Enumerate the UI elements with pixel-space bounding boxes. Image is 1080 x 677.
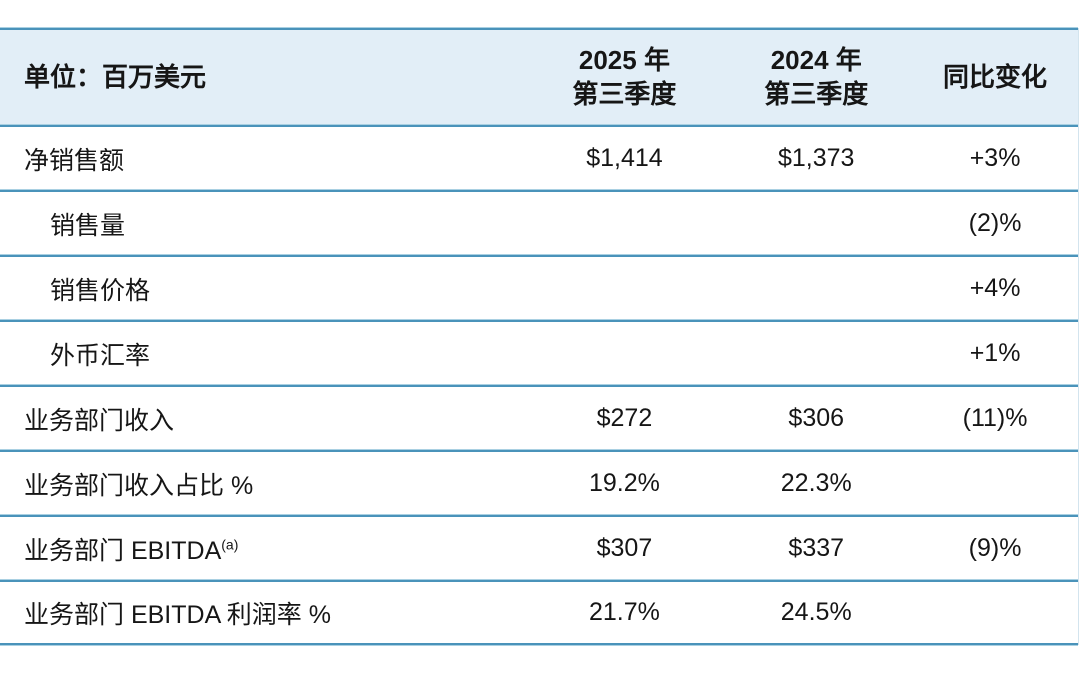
value-yoy: (11)%	[962, 404, 1028, 432]
table-row-segment-ebitda-margin: 业务部门 EBITDA 利润率 % 21.7% 24.5%	[0, 580, 1078, 645]
row-label: 净销售额	[24, 146, 125, 175]
value-yoy: +1%	[969, 339, 1021, 367]
column-header-2024-q3: 2024 年 第三季度	[720, 44, 912, 111]
value-yoy: (9)%	[968, 534, 1022, 562]
table-row-sales-price: 销售价格 +4%	[0, 255, 1078, 320]
table-row-net-sales: 净销售额 $1,414 $1,373 +3%	[0, 125, 1078, 190]
value-2024-q3: 24.5%	[780, 598, 852, 626]
footnote-marker: (a)	[221, 536, 239, 553]
row-label: 业务部门 EBITDA(a)	[0, 531, 529, 567]
value-2025-q3: $272	[596, 404, 653, 432]
table-row-fx-rate: 外币汇率 +1%	[0, 320, 1078, 385]
table-row-sales-volume: 销售量 (2)%	[0, 190, 1078, 255]
row-label: 外币汇率	[50, 341, 151, 370]
column-header-2024-q3-line1: 2024 年	[770, 45, 862, 76]
column-header-2025-q3: 2025 年 第三季度	[529, 44, 721, 111]
row-label: 销售量	[50, 211, 126, 240]
value-2024-q3: $337	[788, 534, 845, 562]
unit-label: 单位：百万美元	[24, 61, 207, 92]
table-header-row: 单位：百万美元 2025 年 第三季度 2024 年 第三季度 同比变化	[0, 28, 1078, 125]
row-label: 销售价格	[50, 276, 151, 305]
value-2025-q3: 19.2%	[588, 469, 660, 497]
table-row-segment-income-pct: 业务部门收入占比 % 19.2% 22.3%	[0, 450, 1078, 515]
financial-results-table: 单位：百万美元 2025 年 第三季度 2024 年 第三季度 同比变化 净销售…	[0, 28, 1079, 645]
value-yoy: (2)%	[968, 209, 1022, 237]
row-label: 业务部门 EBITDA 利润率 %	[24, 600, 331, 629]
value-yoy: +4%	[969, 274, 1021, 302]
value-yoy: +3%	[969, 144, 1021, 172]
value-2025-q3: $307	[596, 534, 653, 562]
row-label-text: 业务部门 EBITDA	[24, 536, 222, 565]
column-header-2025-q3-line1: 2025 年	[578, 45, 670, 76]
table-row-segment-income: 业务部门收入 $272 $306 (11)%	[0, 385, 1078, 450]
table-row-segment-ebitda: 业务部门 EBITDA(a) $307 $337 (9)%	[0, 515, 1078, 580]
column-header-2024-q3-line2: 第三季度	[764, 78, 869, 109]
row-label: 业务部门收入	[24, 406, 175, 435]
value-2024-q3: 22.3%	[780, 469, 852, 497]
value-2025-q3: 21.7%	[588, 598, 660, 626]
column-header-yoy: 同比变化	[943, 61, 1048, 92]
value-2024-q3: $1,373	[778, 144, 855, 172]
row-label: 业务部门收入占比 %	[24, 471, 254, 500]
value-2025-q3: $1,414	[586, 144, 663, 172]
value-2024-q3: $306	[788, 404, 845, 432]
column-header-2025-q3-line2: 第三季度	[572, 78, 677, 109]
